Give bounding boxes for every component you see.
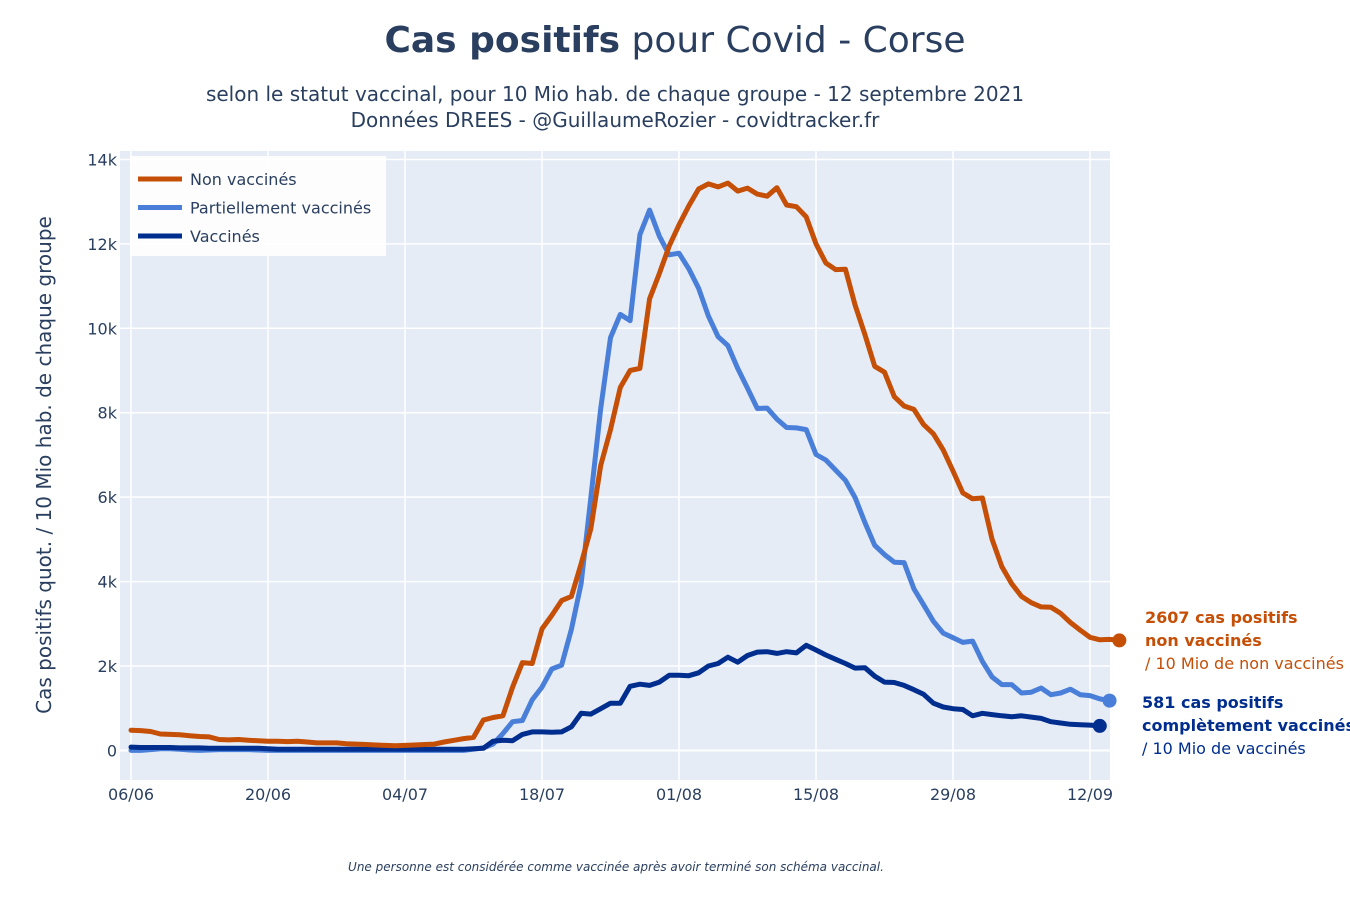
footnote: Une personne est considérée comme vaccin… xyxy=(348,860,884,874)
x-tick-label: 04/07 xyxy=(382,785,428,804)
x-tick-label: 12/09 xyxy=(1067,785,1113,804)
annotation-line2: complètement vaccinés xyxy=(1142,716,1350,735)
series-line xyxy=(128,180,1122,749)
legend-label: Vaccinés xyxy=(190,227,260,246)
series-endpoint-marker xyxy=(1102,693,1117,708)
series-endpoint-marker xyxy=(1092,718,1107,733)
annotation-line3: / 10 Mio de non vaccinés xyxy=(1145,654,1344,673)
chart-title: Cas positifs pour Covid - Corse xyxy=(384,20,965,61)
annotation-line2: non vaccinés xyxy=(1145,631,1262,650)
annotation-line1: 2607 cas positifs xyxy=(1145,608,1298,627)
series-endpoints xyxy=(1092,633,1127,733)
series-endpoint-marker xyxy=(1112,633,1127,648)
legend-items: Non vaccinés Partiellement vaccinés Vaccin… xyxy=(138,170,371,246)
annotation-line3: / 10 Mio de vaccinés xyxy=(1142,739,1306,758)
legend-label: Non vaccinés xyxy=(190,170,297,189)
y-axis-label: Cas positifs quot. / 10 Mio hab. de chaq… xyxy=(32,216,56,714)
x-tick-label: 15/08 xyxy=(793,785,839,804)
y-axis-ticks: 0 2k 4k 6k 8k 10k 12k 14k xyxy=(87,150,117,760)
legend: Non vaccinés Partiellement vaccinés Vaccin… xyxy=(130,156,386,256)
legend-label: Partiellement vaccinés xyxy=(190,199,371,218)
y-tick-label: 14k xyxy=(87,150,117,169)
chart-title-bold: Cas positifs xyxy=(384,20,620,61)
annotations: 2607 cas positifs non vaccinés / 10 Mio de… xyxy=(1142,608,1350,758)
y-tick-label: 8k xyxy=(98,404,118,423)
x-tick-label: 29/08 xyxy=(930,785,976,804)
x-tick-label: 18/07 xyxy=(519,785,565,804)
y-tick-label: 6k xyxy=(98,488,118,507)
chart-subtitle-line1: selon le statut vaccinal, pour 10 Mio ha… xyxy=(206,82,1024,106)
y-tick-label: 12k xyxy=(87,235,117,254)
y-tick-label: 10k xyxy=(87,319,117,338)
annotation-line1: 581 cas positifs xyxy=(1142,693,1283,712)
chart-subtitle-line2: Données DREES - @GuillaumeRozier - covid… xyxy=(351,108,880,132)
series-lines xyxy=(128,180,1122,753)
x-tick-label: 01/08 xyxy=(656,785,702,804)
endpoint-annotation: 581 cas positifs complètement vaccinés / 1… xyxy=(1142,693,1350,758)
x-tick-label: 20/06 xyxy=(245,785,291,804)
y-tick-label: 2k xyxy=(98,657,118,676)
x-axis-ticks: 06/06 20/06 04/07 18/07 01/08 15/08 29/08 12/09 xyxy=(108,785,1113,804)
chart-title-rest: pour Covid - Corse xyxy=(620,20,965,61)
x-tick-label: 06/06 xyxy=(108,785,154,804)
endpoint-annotation: 2607 cas positifs non vaccinés / 10 Mio de… xyxy=(1145,608,1344,673)
series-line xyxy=(128,642,1103,752)
y-tick-label: 4k xyxy=(98,573,118,592)
y-tick-label: 0 xyxy=(107,741,117,760)
